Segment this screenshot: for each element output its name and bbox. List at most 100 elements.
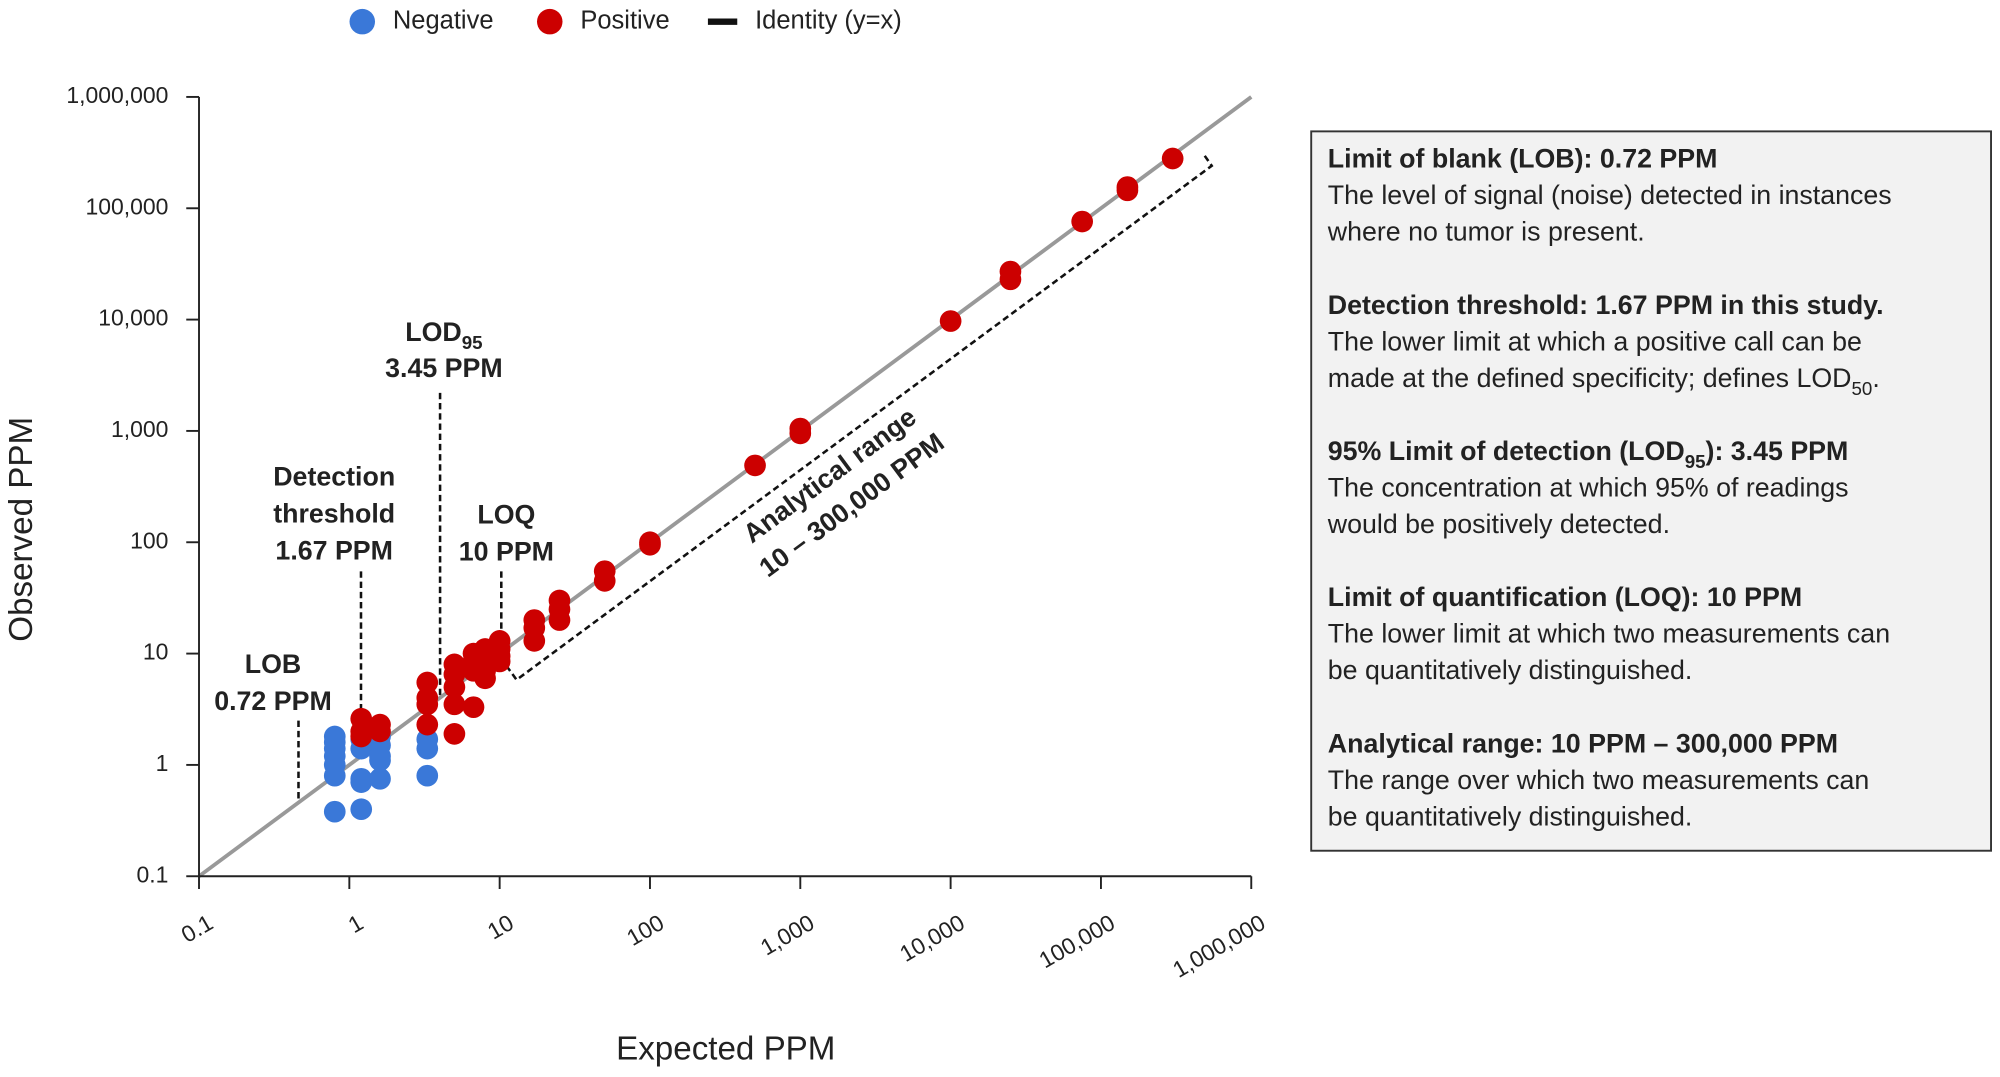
point [639, 533, 661, 556]
annotation: Detection threshold 1.67 PPM [273, 461, 395, 565]
x-tick-label: 0.1 [177, 909, 218, 947]
point [443, 676, 466, 698]
point [416, 764, 439, 787]
text-part: 3.45 PPM [385, 353, 503, 383]
info-text: The concentration at which 95% of readin… [1328, 473, 1849, 503]
point [323, 800, 346, 823]
point [593, 570, 616, 592]
legend-marker [349, 8, 376, 35]
point [1116, 179, 1139, 202]
y-tick-label: 1,000,000 [66, 82, 168, 108]
point [369, 767, 391, 790]
point [523, 630, 546, 652]
point [443, 723, 466, 745]
y-tick-label: 1,000 [111, 416, 168, 442]
x-tick-label: 1,000,000 [1168, 909, 1269, 983]
point [744, 454, 766, 477]
text-part: . [1872, 363, 1879, 393]
point [462, 696, 485, 719]
text-part: Limit of blank (LOB): 0.72 PPM [1328, 144, 1718, 174]
text-part: 1.67 PPM [275, 535, 393, 565]
subscript: 95 [1685, 451, 1706, 472]
text-part: ): 3.45 PPM [1706, 436, 1849, 466]
info-text: The range over which two measurements ca… [1328, 765, 1870, 795]
info-text: The lower limit at which a positive call… [1328, 326, 1862, 356]
point [350, 798, 373, 821]
point [416, 713, 439, 736]
annotation-text: LOD95 [405, 317, 482, 353]
x-tick-label: 10,000 [895, 909, 969, 967]
legend-label: Identity (y=x) [755, 6, 902, 34]
text-part: 0.72 PPM [214, 686, 332, 716]
text-part: made at the defined specificity; defines… [1328, 363, 1852, 393]
point [488, 650, 511, 673]
text-part: 95% Limit of detection (LOD [1328, 436, 1685, 466]
legend-marker [537, 8, 563, 35]
info-text: be quantitatively distinguished. [1328, 655, 1693, 685]
subscript: 95 [462, 333, 483, 354]
info-heading: 95% Limit of detection (LOD95): 3.45 PPM [1328, 436, 1849, 472]
annotation-text: LOQ [477, 500, 535, 530]
subscript: 50 [1852, 378, 1873, 399]
point [369, 720, 391, 743]
annotation: LOQ 10 PPM [459, 500, 554, 567]
annotation-text: 0.72 PPM [214, 686, 332, 716]
x-tick-label: 100 [622, 909, 668, 951]
info-text: where no tumor is present. [1327, 217, 1645, 247]
text-part: Detection [273, 461, 395, 491]
annotation-text: threshold [273, 498, 395, 528]
info-text: be quantitatively distinguished. [1328, 801, 1693, 831]
point [323, 764, 346, 787]
info-heading: Limit of quantification (LOQ): 10 PPM [1328, 582, 1802, 612]
info-heading: Analytical range: 10 PPM – 300,000 PPM [1328, 728, 1838, 758]
point [416, 671, 439, 694]
annotation-text: Detection [273, 461, 395, 491]
annotation: LOB 0.72 PPM [214, 649, 332, 716]
text-part: LOD [405, 317, 462, 347]
point [548, 609, 571, 631]
text-part: where no tumor is present. [1327, 217, 1645, 247]
text-part: The lower limit at which a positive call… [1328, 326, 1862, 356]
info-text: The level of signal (noise) detected in … [1328, 180, 1892, 210]
info-text: The lower limit at which two measurement… [1328, 619, 1890, 649]
info-text: made at the defined specificity; defines… [1328, 363, 1880, 399]
text-part: 10 PPM [459, 537, 554, 567]
point [350, 771, 373, 793]
y-tick-label: 0.1 [137, 861, 169, 887]
x-axis-title: Expected PPM [616, 1031, 835, 1068]
point [416, 737, 439, 760]
text-part: The concentration at which 95% of readin… [1328, 473, 1849, 503]
annotation-text: LOB [245, 649, 301, 679]
text-part: LOB [245, 649, 301, 679]
text-part: threshold [273, 498, 395, 528]
info-heading: Detection threshold: 1.67 PPM in this st… [1328, 290, 1884, 320]
text-part: Analytical range: 10 PPM – 300,000 PPM [1328, 728, 1838, 758]
point [474, 667, 496, 690]
y-tick-label: 10 [143, 639, 169, 665]
point [1161, 147, 1184, 170]
text-part: The level of signal (noise) detected in … [1328, 180, 1892, 210]
y-axis-title: Observed PPM [3, 417, 40, 642]
x-tick-label: 100,000 [1034, 909, 1119, 973]
text-part: Detection threshold: 1.67 PPM in this st… [1328, 290, 1884, 320]
point [789, 422, 812, 445]
legend-label: Positive [580, 6, 669, 34]
point [999, 268, 1022, 291]
x-tick-label: 10 [483, 909, 518, 944]
info-text: would be positively detected. [1327, 509, 1670, 539]
point [443, 693, 466, 716]
annotation-text: 1.67 PPM [275, 535, 393, 565]
info-box [1310, 130, 1992, 852]
y-tick-label: 100 [130, 527, 168, 553]
info-heading: Limit of blank (LOB): 0.72 PPM [1328, 144, 1718, 174]
annotation-text: 10 PPM [459, 537, 554, 567]
text-part: The lower limit at which two measurement… [1328, 619, 1890, 649]
text-part: LOQ [477, 500, 535, 530]
point [416, 693, 439, 716]
y-tick-label: 100,000 [85, 193, 168, 219]
point [939, 310, 962, 332]
